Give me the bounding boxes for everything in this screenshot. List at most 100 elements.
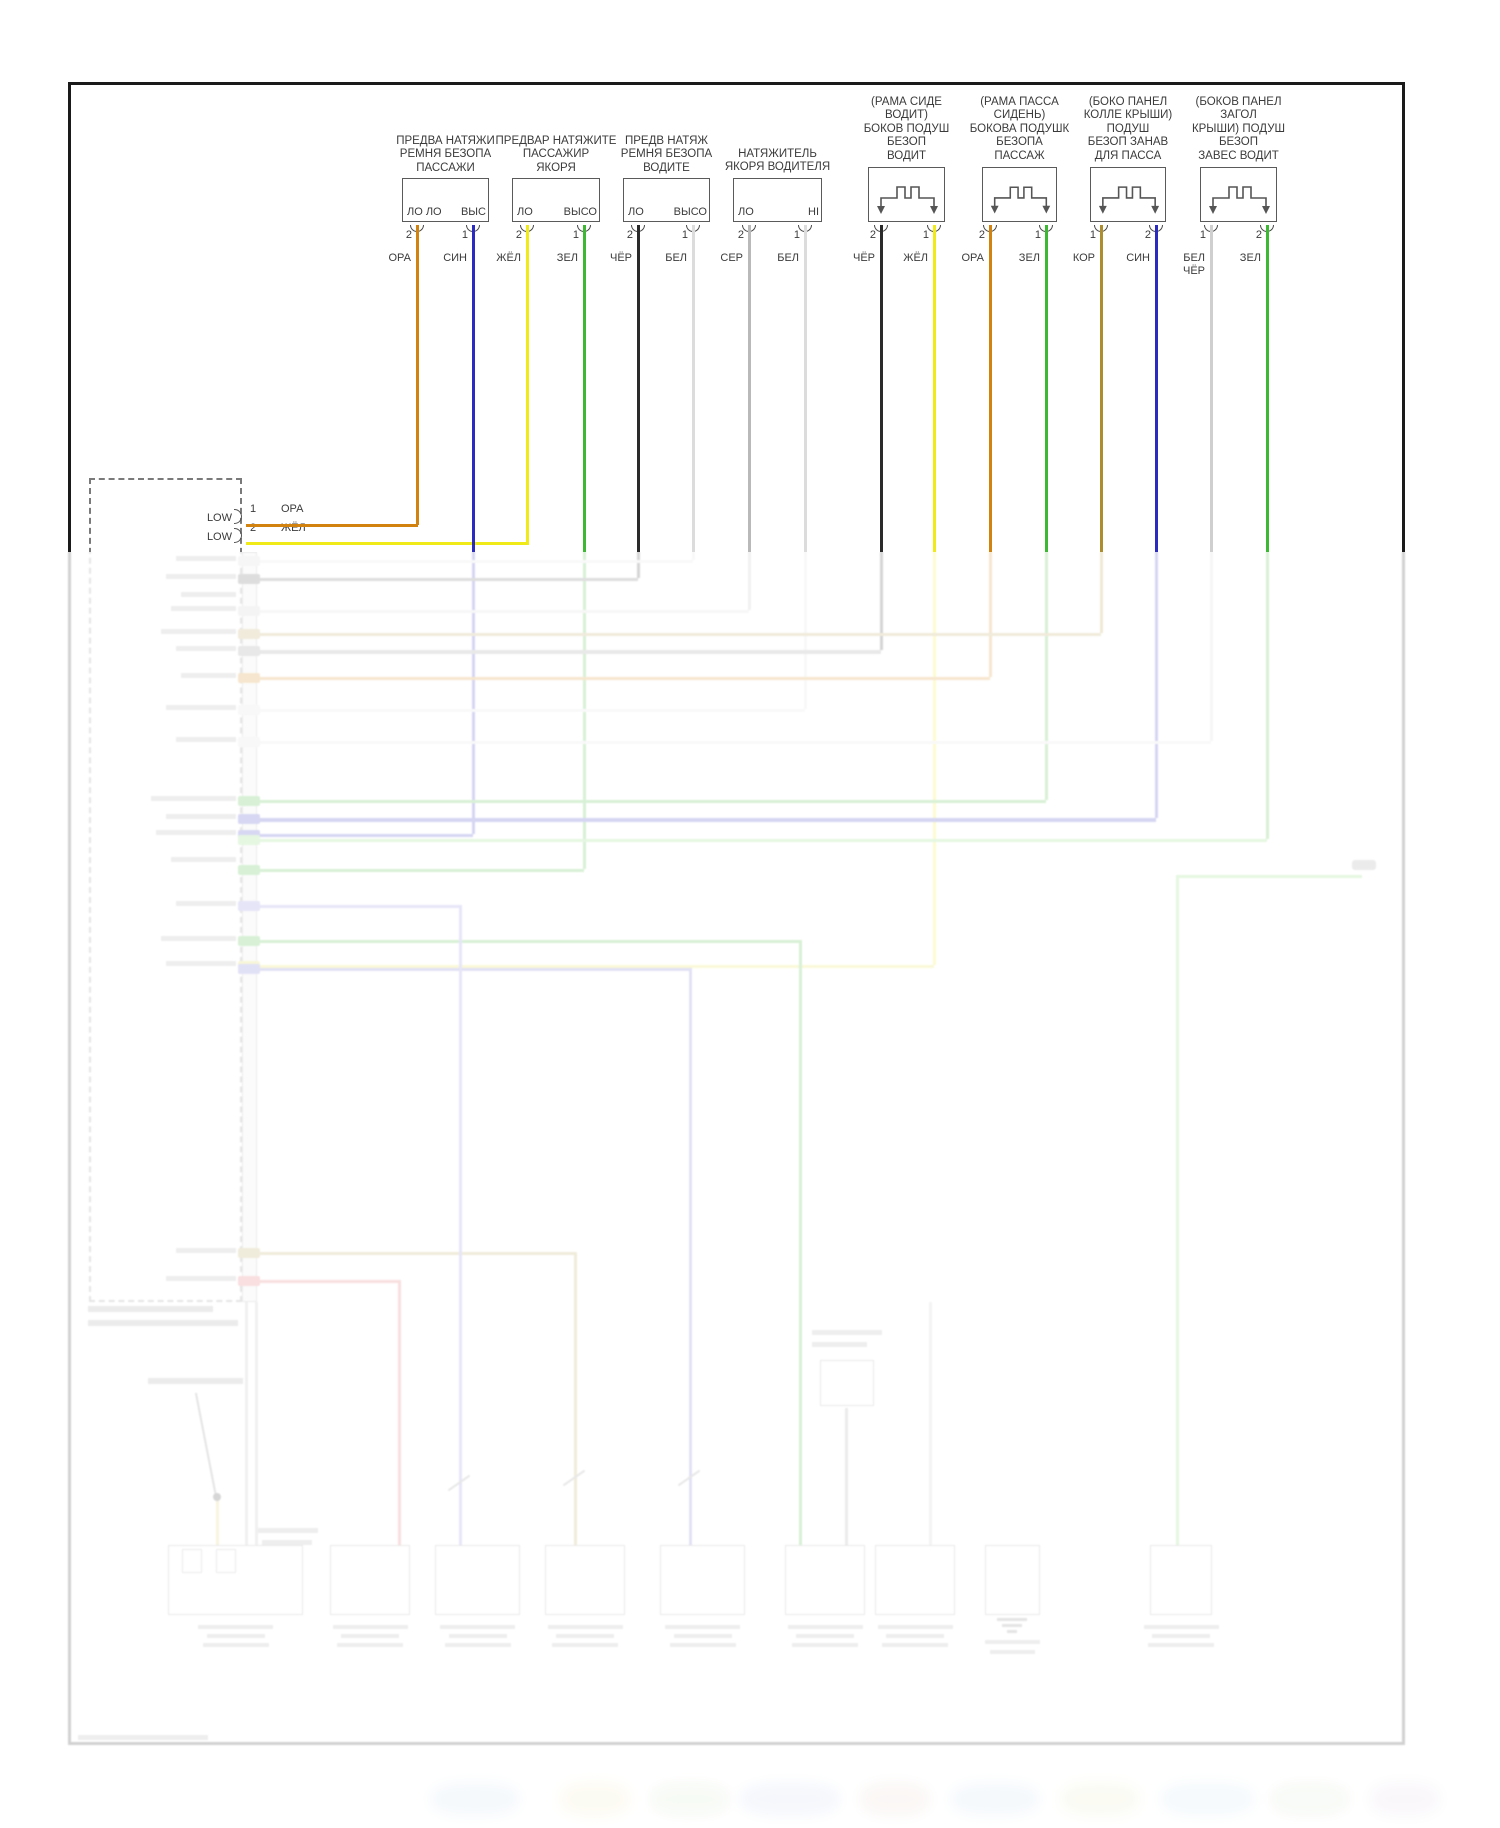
low-wire-color-label: ОРА [281, 503, 304, 515]
wire [748, 225, 751, 610]
wire [880, 225, 883, 650]
squib-icon [877, 186, 938, 214]
pin-number: 2 [405, 229, 412, 241]
connector-label: БЕЗОПА [996, 136, 1043, 149]
wire-color-label: ОРА [388, 252, 412, 264]
connector-label: НАТЯЖИТЕЛЬ [738, 148, 817, 160]
pin-number: 1 [681, 229, 688, 241]
connector-label: ЯКОРЯ [536, 161, 576, 174]
wire [472, 225, 475, 834]
pin-socket-label: ЛО [738, 206, 754, 218]
connector-label: РЕМНЯ БЕЗОПА [399, 148, 492, 161]
pin-number: 1 [922, 229, 929, 241]
pin-number: 1 [1199, 229, 1206, 241]
connector-label: ЗАВЕС ВОДИТ [1198, 149, 1279, 162]
wire [637, 225, 640, 578]
connector-label: ЯКОРЯ ВОДИТЕЛЯ [724, 161, 831, 174]
wire-color-label: ОРА [961, 252, 985, 264]
connector-label: ПРЕДВ НАТЯЖ [624, 135, 709, 147]
pin-number: 1 [1089, 229, 1096, 241]
pin-number: 2 [626, 229, 633, 241]
connector-label: БОКОВА ПОДУШК [969, 122, 1070, 135]
low-label: LOW [206, 531, 232, 543]
connector-label: ПАССАЖИ [416, 161, 475, 174]
wire-color-label: ЗЕЛ [556, 252, 578, 264]
connector-box [402, 178, 489, 222]
connector-label: ВОДИТЕ [643, 161, 690, 174]
connector-label: БЕЗОП [1219, 136, 1258, 149]
low-label: LOW [206, 512, 232, 524]
wire [1100, 225, 1103, 633]
connector-label: ПРЕДВА НАТЯЖИ [396, 135, 495, 147]
connector-label: КОЛЛЕ КРЫШИ) [1083, 109, 1173, 122]
wire [246, 524, 418, 527]
connector-box [982, 167, 1057, 222]
connector-label: ПАССАЖИР [522, 148, 590, 161]
pin-number: 2 [1144, 229, 1151, 241]
wire [692, 225, 695, 560]
connector-label: РЕМНЯ БЕЗОПА [620, 148, 713, 161]
pin-number: 1 [461, 229, 468, 241]
wire [989, 225, 992, 677]
connector-label: ВОДИТ [886, 149, 927, 162]
wire [583, 225, 586, 869]
wire-color-label: СИН [443, 252, 467, 264]
low-pin-number: 1 [250, 503, 257, 515]
pin-socket-label: ВЫСО [563, 206, 597, 218]
connector-label: ДЛЯ ПАССА [1094, 149, 1162, 162]
pin-number: 1 [1034, 229, 1041, 241]
squib-icon [1098, 186, 1160, 214]
wire [246, 542, 529, 545]
wire-color-label: ЧЁР [852, 252, 875, 264]
wire-color-label: ЧЁР [609, 252, 632, 264]
connector-label: (РАМА ПАССА [980, 96, 1059, 108]
pin-number: 1 [572, 229, 579, 241]
wire-color-label: БЕЛ [777, 252, 799, 264]
wire-color-label: БЕЛ [1183, 252, 1205, 264]
connector-label: (РАМА СИДЕ [871, 96, 942, 108]
wire-color-label: СИН [1126, 252, 1150, 264]
wire-color-label: ЖЁЛ [903, 252, 928, 264]
pin-socket-label: ЛО [628, 206, 644, 218]
connector-box [733, 178, 822, 222]
wire-color-label: СЕР [720, 252, 743, 264]
wire [1266, 225, 1269, 839]
connector-box [868, 167, 945, 222]
wire-color-label: КОР [1072, 252, 1095, 264]
wire-color-label: БЕЛ [665, 252, 687, 264]
low-pin-number: 2 [250, 522, 257, 534]
pin-socket-label: ВЫСО [673, 206, 707, 218]
pin-number: 2 [1255, 229, 1262, 241]
pin-socket-label: ЛО [517, 206, 533, 218]
connector-box [1090, 167, 1166, 222]
wire [1210, 225, 1213, 741]
pin-number: 2 [515, 229, 522, 241]
pin-socket-label: HI [808, 206, 819, 218]
wire [1155, 225, 1158, 818]
wire [804, 225, 807, 709]
wire [526, 225, 529, 543]
pin-number: 2 [869, 229, 876, 241]
wire [416, 225, 419, 525]
connector-box [1200, 167, 1277, 222]
pin-socket-label: ЛО ЛО [407, 206, 442, 218]
connector-label: СИДЕНЬ) [993, 109, 1046, 122]
connector-label: ПАССАЖ [994, 149, 1045, 162]
connector-label: БЕЗОП ЗАНАВ [1087, 136, 1169, 149]
connector-label: БОКОВ ПОДУШ [863, 122, 950, 135]
connector-box [623, 178, 710, 222]
pin-socket-label: ВЫС [460, 206, 486, 218]
squib-icon [1209, 186, 1270, 214]
pin-number: 2 [737, 229, 744, 241]
connector-label: ВОДИТ) [885, 109, 928, 122]
connector-label: КРЫШИ) ПОДУШ [1191, 122, 1286, 135]
connector-label: (БОКО ПАНЕЛ [1088, 96, 1168, 108]
connector-label: (БОКОВ ПАНЕЛ [1195, 96, 1282, 108]
wire-color-label: ЗЕЛ [1018, 252, 1040, 264]
connector-label: ПОДУШ [1106, 122, 1150, 135]
pin-number: 1 [793, 229, 800, 241]
connector-label: ПРЕДВАР НАТЯЖИТЕ [495, 135, 617, 147]
connector-label: ЗАГОЛ [1220, 109, 1257, 122]
wire [1045, 225, 1048, 800]
